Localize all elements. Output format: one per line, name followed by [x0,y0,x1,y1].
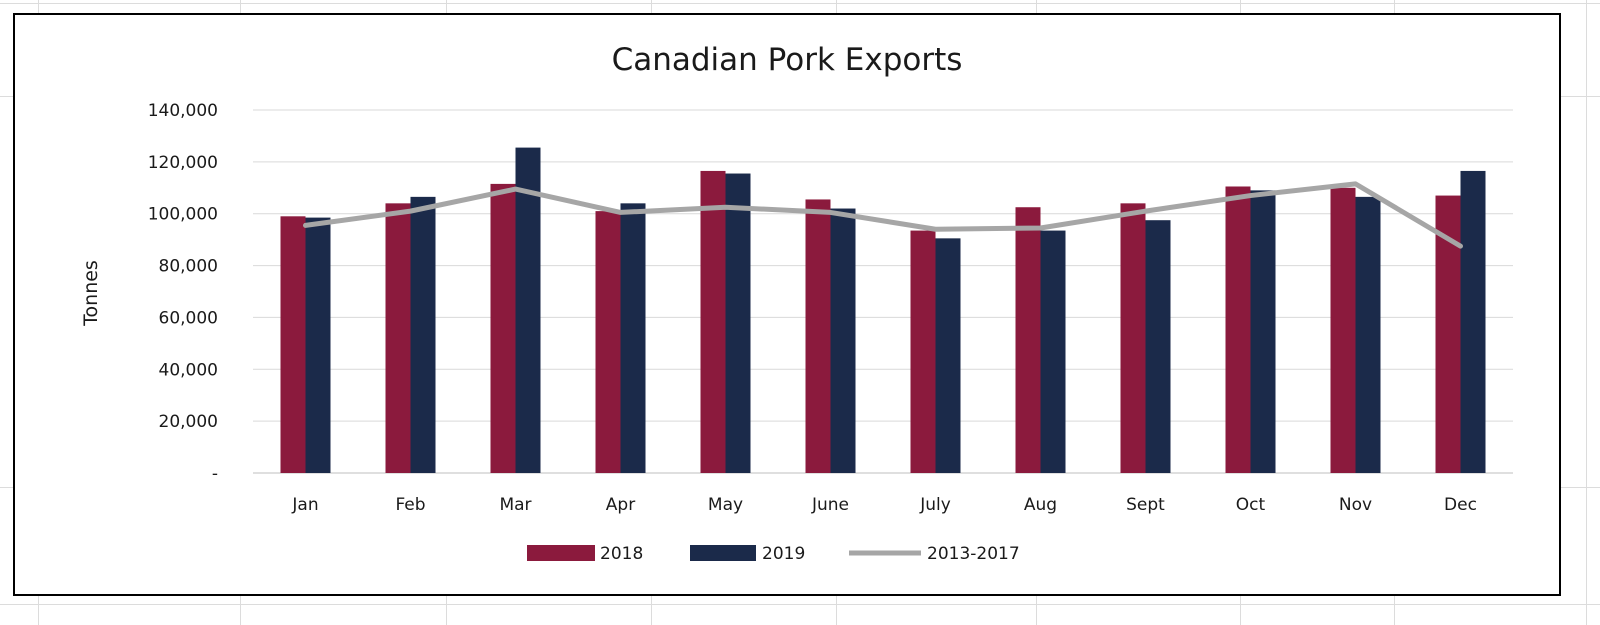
line-2013-2017 [303,181,1463,249]
bar-2019 [1460,170,1486,474]
bar-2019 [620,203,646,474]
bar-2019 [830,208,856,473]
y-tick-label: 120,000 [148,153,218,173]
bar-2019 [1040,230,1066,473]
bar-2018 [700,170,726,474]
x-tick-label: June [811,495,849,515]
bar-2018 [1225,186,1251,473]
background-gridline-h [0,3,1600,4]
x-tick-label: Feb [395,495,425,515]
bar-2019 [1355,196,1381,473]
bar-2019 [515,147,541,473]
y-tick-label: 20,000 [159,412,218,432]
x-tick-label: July [919,495,951,515]
bar-2019 [935,238,961,473]
y-tick-label: 140,000 [148,101,218,121]
y-axis-ticks: - 20,000 40,000 60,000 80,000 100,000 120,000 1… [148,101,218,484]
y-tick-label: - [212,464,218,484]
legend-swatch-2018 [527,545,595,561]
bar-2018 [1330,187,1356,474]
bar-2019 [1250,190,1276,473]
bar-2019 [1145,220,1171,473]
x-tick-label: Oct [1236,495,1266,515]
bar-2019 [410,196,436,473]
bar-2019 [725,173,751,473]
chart-title: Canadian Pork Exports [612,42,963,78]
background-gridline-h [0,604,1600,605]
bar-2018 [280,216,306,474]
x-tick-label: Dec [1444,495,1477,515]
y-tick-label: 80,000 [159,257,218,277]
bar-2018 [805,199,831,474]
y-tick-label: 60,000 [159,308,218,328]
x-tick-label: Aug [1024,495,1057,515]
background-gridline-v [1586,0,1587,625]
legend-label: 2013-2017 [927,544,1020,564]
y-tick-label: 100,000 [148,205,218,225]
y-tick-label: 40,000 [159,360,218,380]
bars [280,147,1486,474]
x-tick-label: Mar [499,495,531,515]
x-tick-label: Nov [1339,495,1372,515]
average-line [303,181,1463,249]
gridlines [253,109,1513,474]
x-tick-label: Jan [291,495,318,515]
legend-swatch-2019 [690,545,756,561]
legend: 2018 2019 2013-2017 [527,544,1020,564]
x-tick-label: Apr [606,495,635,515]
bar-2018 [385,203,411,474]
legend-label: 2019 [762,544,805,564]
legend-label: 2018 [600,544,643,564]
y-axis-title: Tonnes [80,260,102,327]
x-tick-label: Sept [1126,495,1165,515]
bar-2018 [910,230,936,473]
bar-2018 [595,211,621,473]
bar-2018 [490,183,516,473]
x-tick-label: May [708,495,743,515]
x-axis-ticks: Jan Feb Mar Apr May June July Aug Sept Oct Nov Dec [291,495,1477,515]
bar-2018 [1015,207,1041,473]
bar-2019 [305,217,331,473]
bar-2018 [1120,203,1146,474]
